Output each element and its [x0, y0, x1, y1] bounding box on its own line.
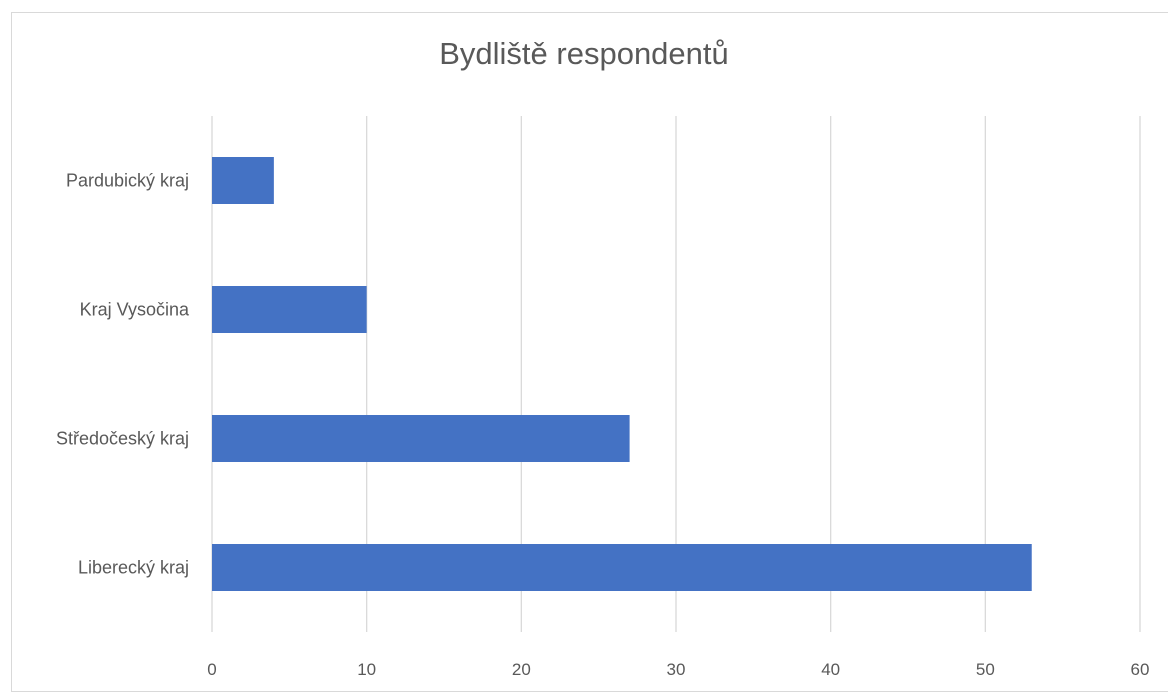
x-tick-label: 20 [512, 660, 531, 679]
x-tick-label: 50 [976, 660, 995, 679]
x-tick-label: 40 [821, 660, 840, 679]
chart-title: Bydliště respondentů [439, 36, 729, 71]
x-axis-tick-labels: 0 10 20 30 40 50 60 [207, 660, 1149, 679]
x-tick-label: 60 [1131, 660, 1150, 679]
category-label: Liberecký kraj [78, 558, 189, 578]
bar [212, 286, 367, 333]
x-tick-label: 10 [357, 660, 376, 679]
bar [212, 415, 630, 462]
bars [212, 157, 1032, 591]
x-tick-label: 30 [667, 660, 686, 679]
category-label: Středočeský kraj [56, 429, 189, 449]
bar [212, 157, 274, 204]
y-axis-category-labels: Pardubický kraj Kraj Vysočina Středočeský … [56, 171, 190, 578]
bar [212, 544, 1032, 591]
category-label: Pardubický kraj [66, 171, 189, 191]
x-tick-label: 0 [207, 660, 216, 679]
category-label: Kraj Vysočina [80, 300, 190, 320]
